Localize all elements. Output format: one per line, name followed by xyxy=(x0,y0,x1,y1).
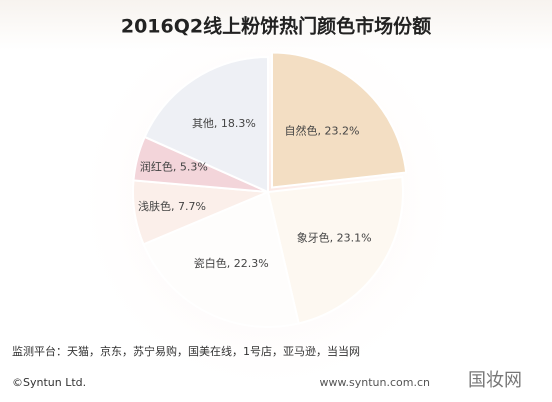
pie xyxy=(132,51,408,328)
data-label: 浅肤色, 7.7% xyxy=(138,199,206,213)
copyright: ©Syntun Ltd. xyxy=(12,376,86,389)
pie-slice xyxy=(143,55,269,194)
pie-slice xyxy=(266,175,404,325)
data-label: 润红色, 5.3% xyxy=(140,160,208,174)
data-label: 象牙色, 23.1% xyxy=(297,231,372,245)
source-note: 监测平台：天猫，京东，苏宁易购，国美在线，1号店，亚马逊，当当网 xyxy=(12,344,360,358)
chart-title: 2016Q2线上粉饼热门颜色市场份额 xyxy=(121,15,431,38)
data-label: 自然色, 23.2% xyxy=(285,124,360,138)
website: www.syntun.com.cn xyxy=(320,376,430,389)
data-label: 其他, 18.3% xyxy=(192,117,256,130)
pie-slice xyxy=(270,51,408,189)
labels: 自然色, 23.2% 象牙色, 23.1% 瓷白色, 22.3% 浅肤色, 7.7% 润… xyxy=(138,117,372,270)
pie-slice xyxy=(142,190,300,328)
watermark: 国妆网 xyxy=(468,370,522,391)
data-label: 瓷白色, 22.3% xyxy=(194,256,269,270)
